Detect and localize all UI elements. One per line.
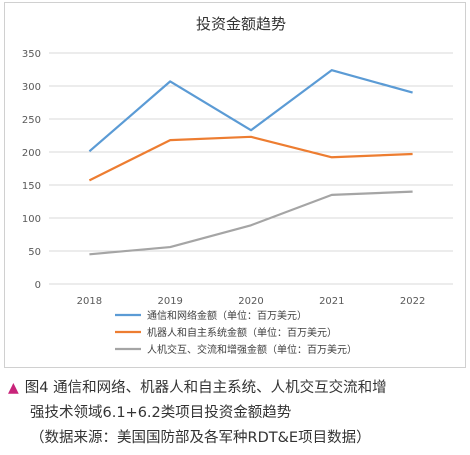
x-tick-label: 2022 <box>400 296 425 307</box>
series-line-2 <box>88 135 413 182</box>
y-tick-label: 300 <box>22 82 41 93</box>
x-tick-label: 2020 <box>238 296 263 307</box>
chart-frame: 投资金额趋势 0 50 100 150 200 250 300 350 2018 2019 2020 2… <box>4 2 466 368</box>
legend-entry: 通信和网络金额（单位：百万美元） <box>147 309 307 322</box>
x-tick-label: 2021 <box>319 296 344 307</box>
y-tick-label: 0 <box>35 280 41 291</box>
caption-line-1: 图4 通信和网络、机器人和自主系统、人机交互交流和增 <box>24 380 387 396</box>
y-tick-label: 200 <box>22 148 41 159</box>
x-tick-label: 2018 <box>77 296 102 307</box>
series-line-1 <box>88 69 413 153</box>
figure-caption: ▲ 图4 通信和网络、机器人和自主系统、人机交互交流和增 强技术领域6.1+6.2… <box>8 376 464 451</box>
y-tick-label: 350 <box>22 49 41 60</box>
y-tick-label: 250 <box>22 115 41 126</box>
chart-title: 投资金额趋势 <box>196 15 286 33</box>
caption-line-3: （数据来源：美国国防部及各军种RDT&E项目数据） <box>30 430 371 446</box>
legend-entry: 人机交互、交流和增强金额（单位：百万美元） <box>147 343 357 356</box>
triangle-marker-icon: ▲ <box>8 380 19 396</box>
x-tick-label: 2019 <box>157 296 182 307</box>
legend-entry: 机器人和自主系统金额（单位：百万美元） <box>147 326 337 339</box>
y-tick-label: 50 <box>28 247 41 258</box>
caption-line-2: 强技术领域6.1+6.2类项目投资金额趋势 <box>30 405 292 421</box>
y-tick-label: 150 <box>22 181 41 192</box>
series-line-3 <box>89 190 413 256</box>
line-chart: 投资金额趋势 0 50 100 150 200 250 300 350 2018 2019 2020 2… <box>22 15 453 356</box>
y-tick-label: 100 <box>22 214 41 225</box>
